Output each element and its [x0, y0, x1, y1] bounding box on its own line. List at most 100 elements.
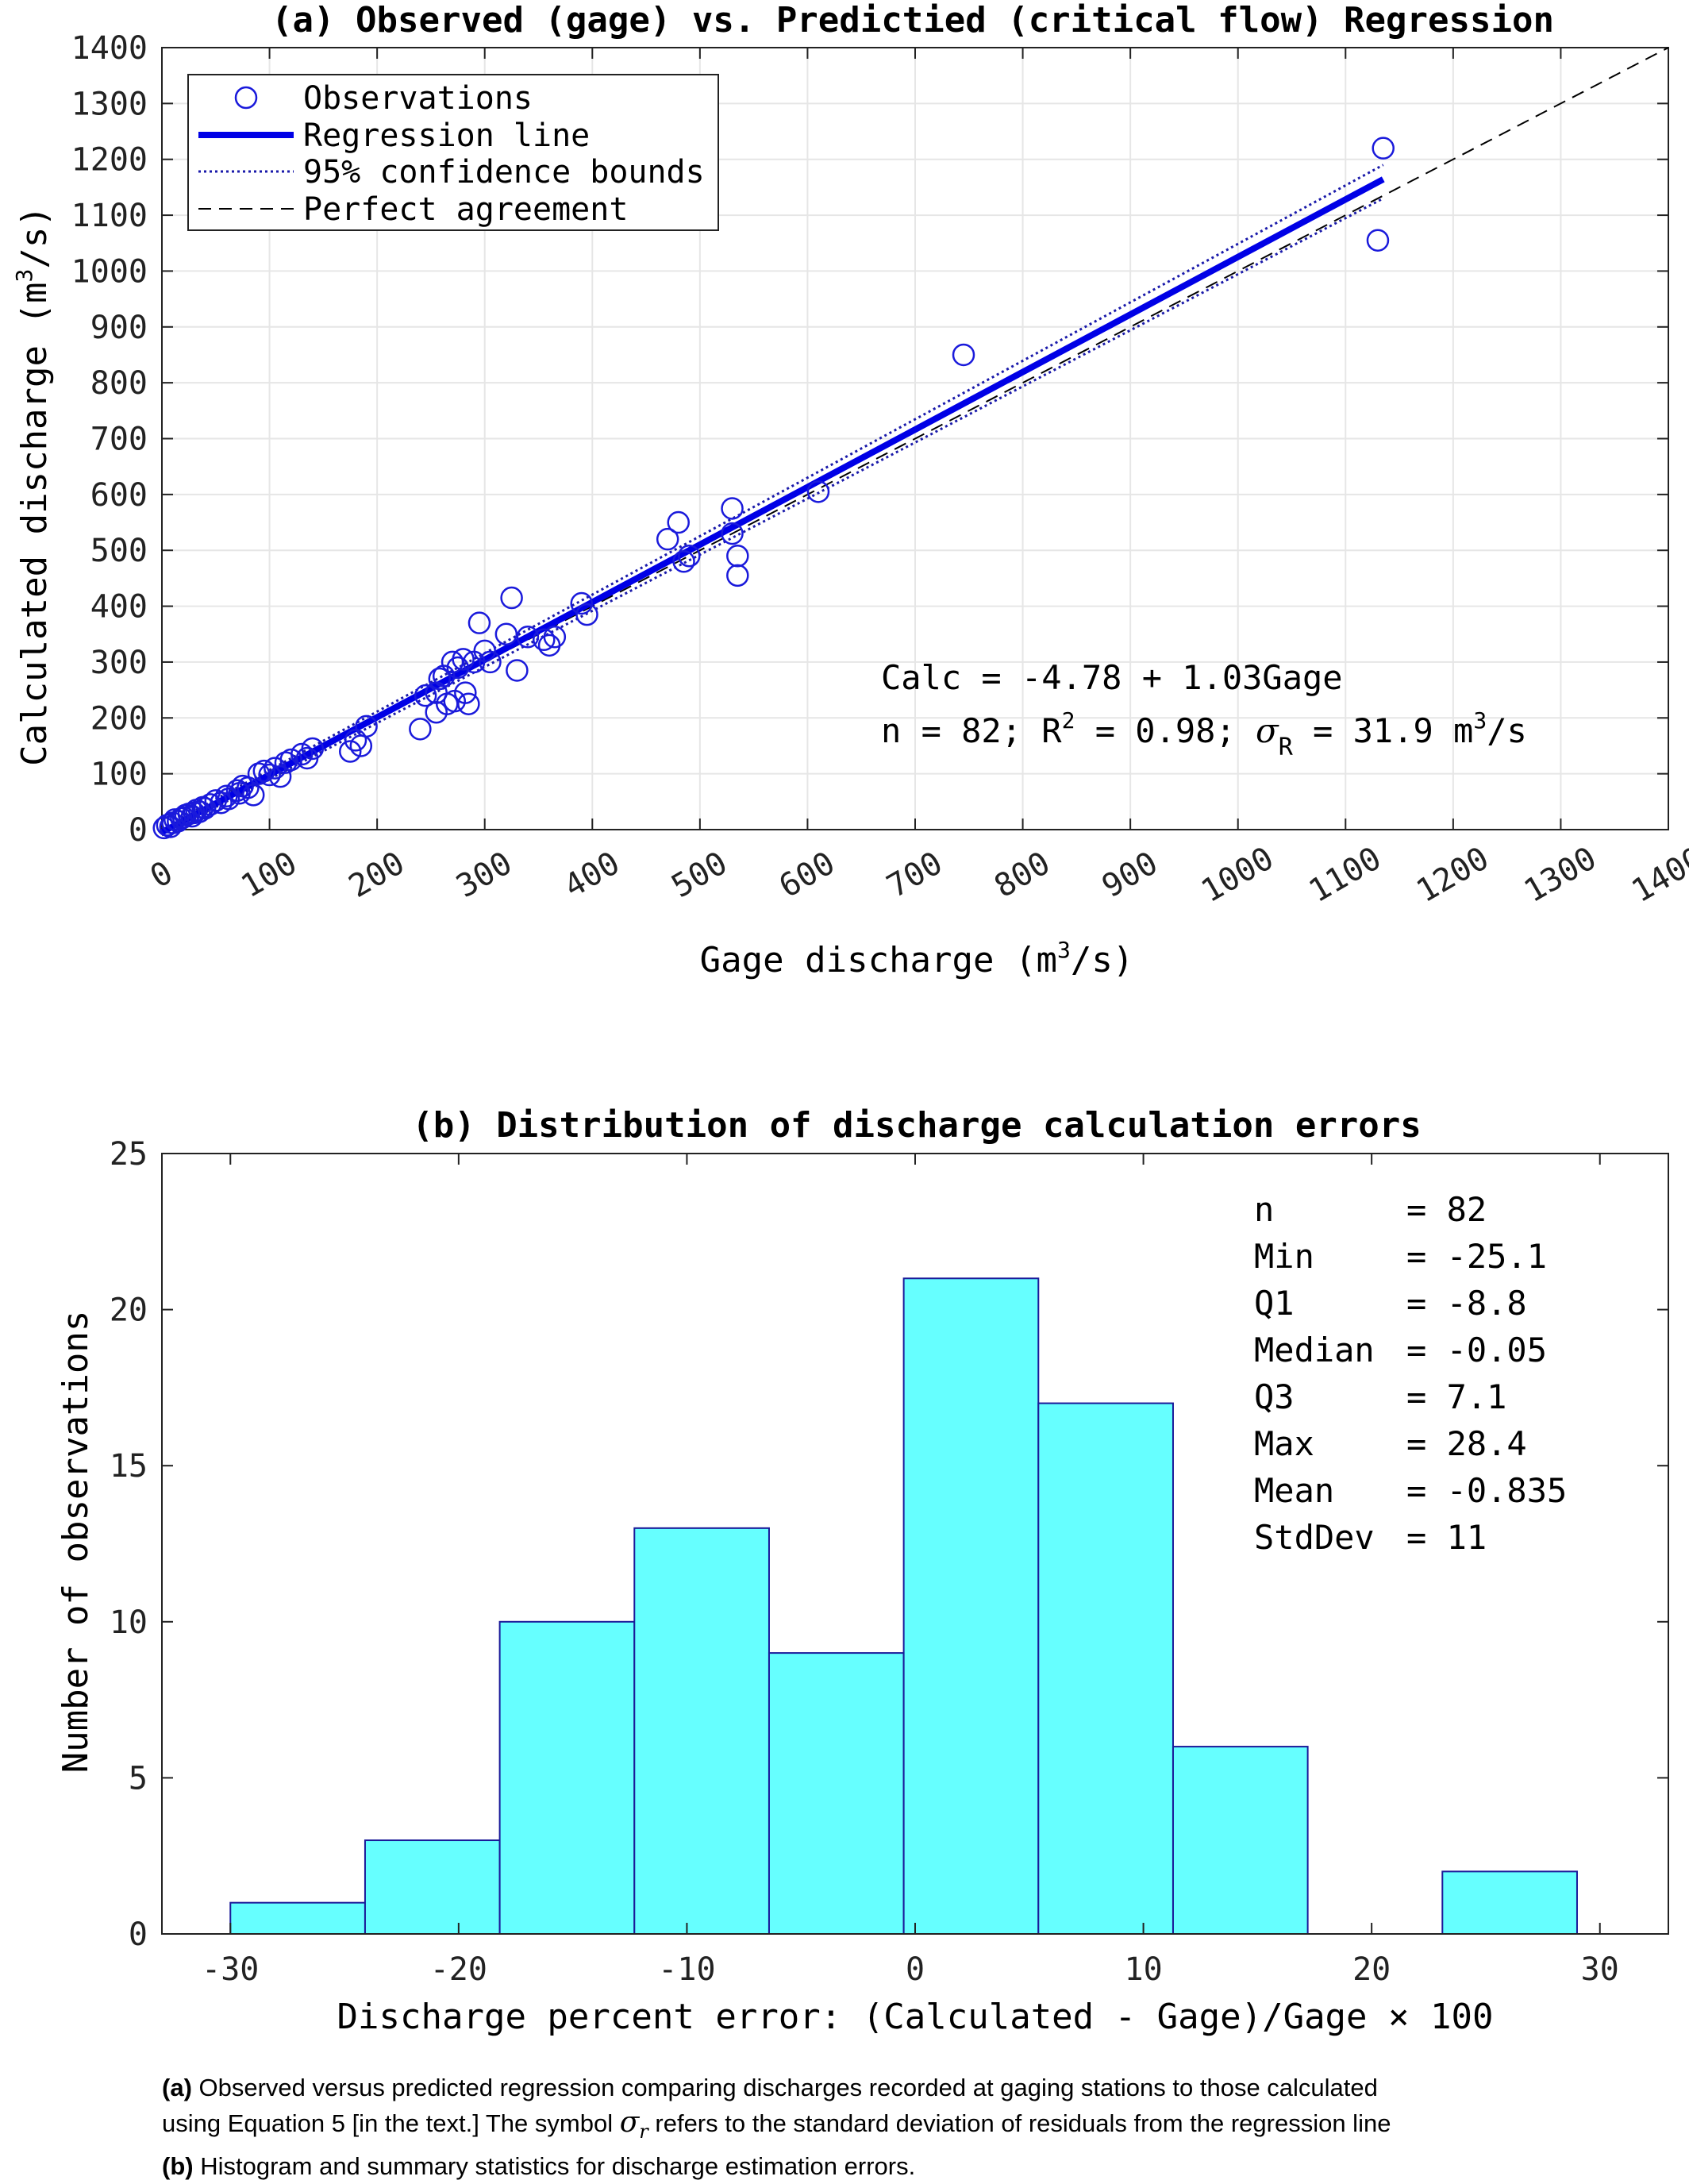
observation-point — [258, 763, 281, 787]
y-tick-label: 600 — [90, 477, 148, 514]
observation-point — [215, 784, 238, 808]
caption-text-a2b: refers to the standard deviation of resi… — [648, 2109, 1391, 2137]
histogram-bar — [498, 1620, 636, 1936]
observation-point — [457, 692, 480, 715]
histogram-bar — [633, 1527, 770, 1935]
observation-point — [452, 648, 475, 671]
observation-point — [252, 759, 276, 783]
observation-point — [217, 788, 240, 811]
x-tick-label: 0 — [144, 854, 179, 896]
legend-box — [187, 74, 719, 231]
stat-value: = 28.4 — [1406, 1424, 1527, 1463]
observation-point — [516, 626, 540, 649]
observation-point — [1372, 137, 1395, 160]
observation-point — [241, 784, 265, 807]
stat-label: Max — [1254, 1424, 1314, 1463]
legend-label-observations: Observations — [303, 80, 533, 117]
histogram-bar — [364, 1839, 501, 1936]
legend-label-regression: Regression line — [303, 117, 590, 154]
observation-point — [721, 522, 744, 545]
regression-statistics-annotation: n = 82; R2 = 0.98; σR = 31.9 m3/s — [881, 707, 1527, 761]
observation-point — [247, 762, 271, 785]
histogram-bar — [768, 1652, 905, 1936]
observation-point — [414, 684, 437, 707]
observation-point — [1366, 229, 1390, 252]
figure-caption: (a) Observed versus predicted regression… — [162, 2070, 1654, 2184]
histogram-y-axis-label: Number of observations — [56, 1311, 96, 1774]
histogram-title: (b) Distribution of discharge calculatio… — [412, 1105, 1422, 1146]
observation-point — [268, 765, 292, 788]
y-tick-label: 800 — [90, 365, 148, 402]
observation-point — [344, 729, 367, 752]
caption-label-b: (b) — [162, 2152, 194, 2181]
stat-label: Min — [1254, 1237, 1314, 1276]
observation-point — [339, 740, 362, 763]
regression-equation-annotation: Calc = -4.78 + 1.03Gage — [881, 658, 1343, 697]
stat-value: = -25.1 — [1406, 1237, 1547, 1276]
x-tick-label: -20 — [430, 1951, 487, 1988]
y-tick-label: 1100 — [71, 198, 148, 234]
scatter-observation-points — [152, 137, 1395, 840]
y-tick-label: 1400 — [71, 30, 148, 67]
legend-marker-observations — [234, 86, 258, 110]
observation-point — [225, 779, 249, 802]
stat-label: Median — [1254, 1331, 1375, 1369]
x-tick-label: 20 — [1352, 1951, 1391, 1988]
y-tick-label: 0 — [129, 812, 148, 849]
stat-label: StdDev — [1254, 1518, 1375, 1557]
x-tick-label: 10 — [1124, 1951, 1162, 1988]
observation-point — [678, 545, 701, 568]
observation-point — [726, 545, 749, 568]
caption-label-a: (a) — [162, 2074, 192, 2101]
legend-label-perfect: Perfect agreement — [303, 191, 628, 228]
observation-point — [806, 480, 830, 503]
observation-point — [279, 748, 302, 772]
histogram-bar — [1037, 1402, 1174, 1936]
observation-point — [171, 806, 195, 829]
stat-label: Q3 — [1254, 1377, 1295, 1416]
y-tick-label: 1200 — [71, 142, 148, 179]
stat-value: = 11 — [1406, 1518, 1487, 1557]
observation-point — [533, 628, 556, 652]
stat-value: = 7.1 — [1406, 1377, 1506, 1416]
caption-line-b: (b) Histogram and summary statistics for… — [162, 2149, 1654, 2184]
y-tick-label: 0 — [129, 1916, 148, 1953]
observation-point — [409, 718, 432, 741]
y-tick-label: 700 — [90, 422, 148, 458]
y-tick-label: 100 — [90, 757, 148, 793]
observation-point — [301, 737, 325, 761]
observation-point — [672, 550, 695, 573]
x-tick-label: 1100 — [1303, 840, 1387, 910]
histogram-bar — [1172, 1746, 1309, 1936]
perfect-agreement-line — [161, 47, 1669, 830]
scatter-y-axis-label: Calculated discharge (m3/s) — [11, 206, 55, 766]
observation-point — [432, 664, 456, 688]
x-tick-label: 500 — [666, 845, 734, 905]
stat-value: = -0.835 — [1406, 1471, 1567, 1510]
caption-text-a1: Observed versus predicted regression com… — [191, 2074, 1378, 2101]
x-tick-label: 800 — [988, 845, 1056, 905]
scatter-reference-lines — [160, 47, 1669, 837]
caption-sigma: σ — [619, 2106, 640, 2139]
y-tick-label: 20 — [110, 1292, 148, 1329]
x-tick-label: 30 — [1581, 1951, 1619, 1988]
scatter-plot-frame — [161, 47, 1669, 830]
regression-line — [160, 176, 1385, 835]
y-tick-label: 200 — [90, 700, 148, 737]
observation-point — [237, 776, 260, 799]
observation-point — [473, 639, 496, 663]
histogram-bar — [902, 1277, 1040, 1935]
stat-value: = -8.8 — [1406, 1284, 1527, 1323]
observation-point — [726, 564, 749, 587]
stat-value: = 82 — [1406, 1190, 1487, 1229]
histogram-bars — [229, 1277, 1578, 1936]
histogram-panel: (b) Distribution of discharge calculatio… — [56, 1105, 1669, 2037]
x-tick-label: 1400 — [1626, 840, 1689, 910]
x-tick-label: 1300 — [1518, 840, 1602, 910]
histogram-axes — [161, 1153, 1669, 1935]
observation-point — [290, 742, 314, 766]
observation-point — [570, 591, 593, 615]
observation-point — [575, 603, 598, 626]
histogram-bar — [1441, 1870, 1578, 1936]
x-tick-label: 1200 — [1410, 840, 1495, 910]
